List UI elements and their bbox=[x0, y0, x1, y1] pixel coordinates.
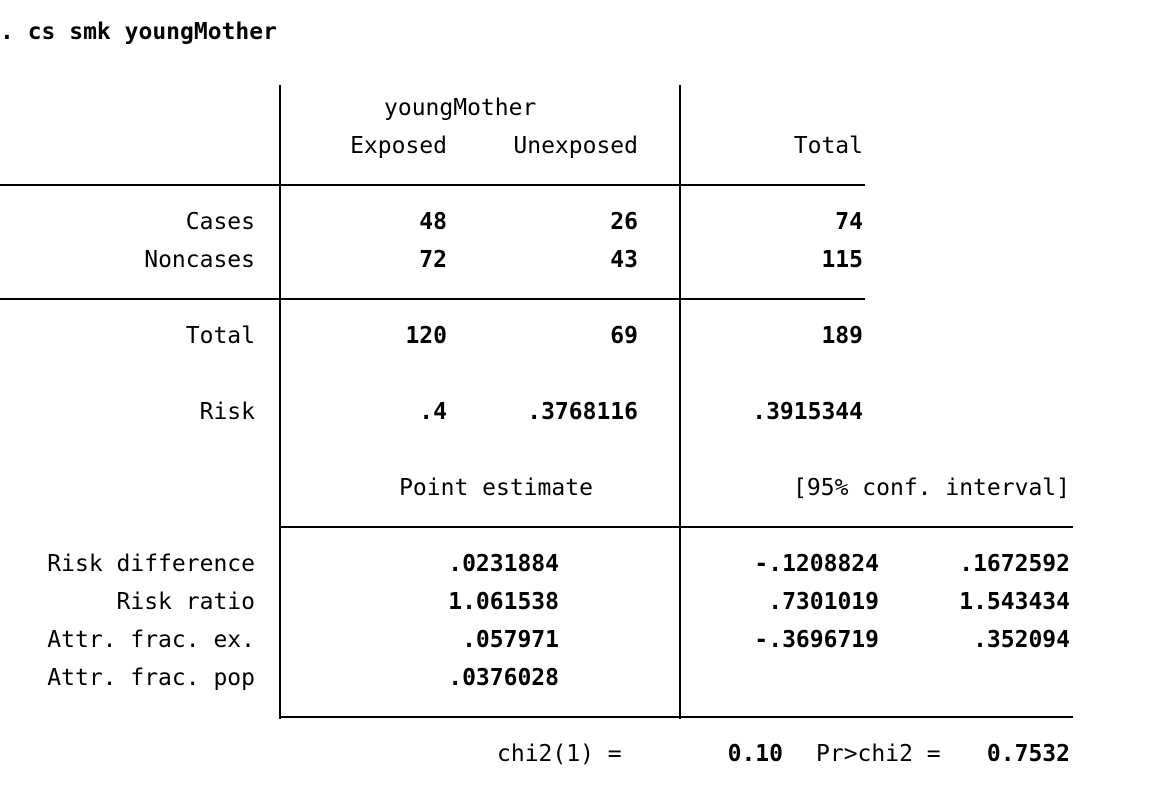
cell-total-unexposed: 69 bbox=[610, 323, 638, 349]
conf-interval-header: [95% conf. interval] bbox=[793, 475, 1070, 501]
estimate-point-risk-ratio: 1.061538 bbox=[448, 589, 559, 615]
total-divider bbox=[0, 298, 865, 300]
cell-total-exposed: 120 bbox=[405, 323, 447, 349]
cell-cases-unexposed: 26 bbox=[610, 209, 638, 235]
cell-cases-exposed: 48 bbox=[419, 209, 447, 235]
estimate-upper-risk-ratio: 1.543434 bbox=[959, 589, 1070, 615]
cell-total-total: 189 bbox=[821, 323, 863, 349]
estimate-label-attr-frac-ex: Attr. frac. ex. bbox=[47, 627, 255, 653]
cell-risk-unexposed: .3768116 bbox=[527, 399, 638, 425]
col-header-exposed: Exposed bbox=[350, 133, 447, 159]
group-label: youngMother bbox=[384, 95, 537, 121]
cell-cases-total: 74 bbox=[835, 209, 863, 235]
point-estimate-header: Point estimate bbox=[399, 475, 593, 501]
estimate-label-risk-ratio: Risk ratio bbox=[116, 589, 255, 615]
chi2-label: chi2(1) = bbox=[497, 741, 622, 767]
p-value: 0.7532 bbox=[986, 741, 1070, 767]
estimate-lower-attr-frac-ex: -.3696719 bbox=[754, 627, 879, 653]
row-label-cases: Cases bbox=[185, 209, 255, 235]
cell-risk-exposed: .4 bbox=[419, 399, 447, 425]
estimate-point-risk-difference: .0231884 bbox=[448, 551, 559, 577]
estimate-point-attr-frac-ex: .057971 bbox=[462, 627, 559, 653]
estimate-upper-risk-difference: .1672592 bbox=[959, 551, 1070, 577]
cell-risk-total: .3915344 bbox=[752, 399, 863, 425]
estimate-point-attr-frac-pop: .0376028 bbox=[448, 665, 559, 691]
p-label: Pr>chi2 = bbox=[816, 741, 941, 767]
command-line: . cs smk youngMother bbox=[0, 19, 277, 45]
cell-noncases-unexposed: 43 bbox=[610, 247, 638, 273]
row-label-risk: Risk bbox=[199, 399, 255, 425]
row-label-total: Total bbox=[185, 323, 255, 349]
estimate-upper-attr-frac-ex: .352094 bbox=[973, 627, 1070, 653]
cell-noncases-exposed: 72 bbox=[419, 247, 447, 273]
estimate-label-attr-frac-pop: Attr. frac. pop bbox=[47, 665, 255, 691]
col-header-unexposed: Unexposed bbox=[513, 133, 638, 159]
header-divider bbox=[0, 184, 865, 186]
chi2-value: 0.10 bbox=[727, 741, 783, 767]
estimate-label-risk-difference: Risk difference bbox=[47, 551, 255, 577]
estimate-lower-risk-ratio: .7301019 bbox=[768, 589, 879, 615]
col-header-total: Total bbox=[793, 133, 863, 159]
estimate-lower-risk-difference: -.1208824 bbox=[754, 551, 879, 577]
vertical-rule-left bbox=[279, 85, 281, 719]
row-label-noncases: Noncases bbox=[144, 247, 255, 273]
cell-noncases-total: 115 bbox=[821, 247, 863, 273]
estimates-bottom-rule bbox=[279, 716, 1073, 718]
vertical-rule-right bbox=[679, 85, 681, 719]
estimates-divider bbox=[279, 526, 1073, 528]
